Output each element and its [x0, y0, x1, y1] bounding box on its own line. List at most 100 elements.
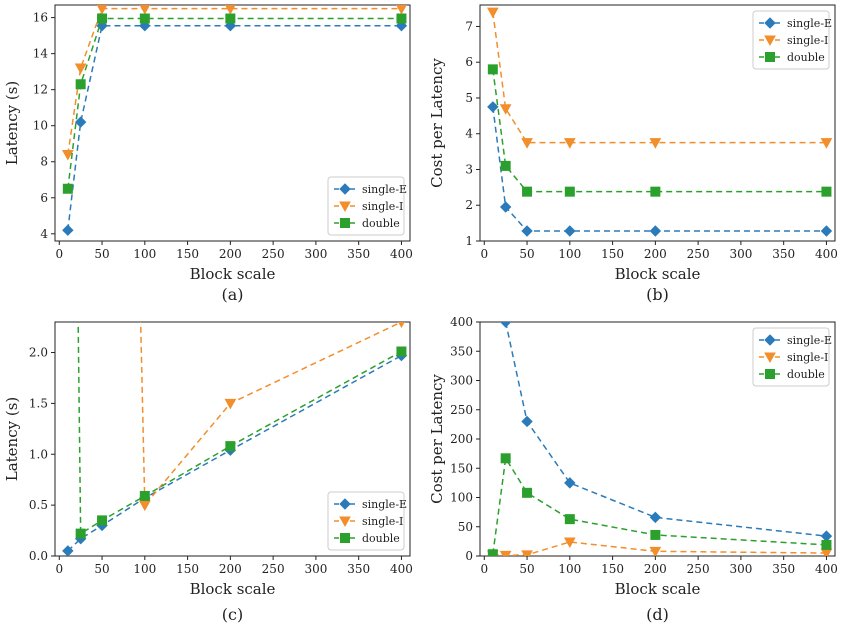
y-tick-label: 7 — [465, 19, 473, 33]
y-tick-label: 250 — [450, 403, 473, 417]
data-point-double — [396, 13, 407, 24]
legend-label: single-I — [787, 34, 828, 47]
legend-label: single-E — [362, 498, 407, 511]
series-single-I — [61, 5, 407, 161]
y-tick-label: 3 — [465, 162, 473, 176]
x-tick-label: 300 — [304, 562, 327, 576]
y-axis-label: Latency (s) — [3, 81, 21, 166]
x-tick-label: 150 — [601, 247, 624, 261]
legend-marker-double — [765, 52, 775, 62]
data-point-single-I — [139, 5, 151, 15]
plot-frame — [479, 4, 836, 242]
series-line-double — [492, 69, 827, 193]
data-point-double — [500, 160, 511, 171]
series-double — [487, 453, 832, 556]
data-point-single-I — [74, 63, 87, 75]
chart-d: 0 50 100 150 200 250 300 350 400 0 50 100 150 200 250 3… — [428, 315, 838, 624]
x-tick-label: 100 — [558, 562, 581, 576]
chart-b: 0 50 100 150 200 250 300 350 400 1 2 3 4 5 6 7 Block sca… — [428, 4, 838, 304]
y-tick-label: 2.0 — [29, 346, 48, 360]
series-single-I — [486, 537, 833, 556]
y-tick-label: 6 — [40, 191, 48, 205]
data-point-single-I — [820, 138, 833, 149]
data-point-single-I — [96, 5, 108, 15]
data-point-single-I — [396, 5, 407, 15]
series-double — [62, 13, 407, 194]
data-point-single-E — [487, 101, 499, 113]
y-tick-label: 16 — [33, 11, 48, 25]
data-point-double — [139, 490, 150, 501]
legend-label: double — [362, 217, 400, 230]
y-axis-label: Cost per Latency — [428, 374, 446, 504]
series-line-single-I — [139, 322, 402, 508]
data-point-single-E — [649, 225, 662, 237]
x-tick-label: 300 — [304, 247, 327, 261]
series-double — [75, 322, 407, 539]
data-point-double — [650, 529, 661, 540]
x-tick-label: 50 — [94, 562, 109, 576]
legend-marker-single-E — [339, 183, 351, 195]
x-tick-label: 350 — [347, 562, 370, 576]
x-axis-label: Block scale — [615, 580, 701, 598]
data-point-single-I — [398, 322, 405, 329]
x-tick-label: 50 — [519, 247, 534, 261]
y-tick-label: 4 — [465, 127, 473, 141]
y-tick-label: 4 — [40, 227, 48, 241]
legend-marker-single-E — [764, 334, 776, 346]
data-point-double — [564, 514, 575, 525]
panel-caption: (a) — [221, 285, 243, 304]
series-line-single-E — [67, 24, 402, 231]
x-tick-label: 50 — [519, 562, 534, 576]
series-line-double — [77, 322, 402, 535]
data-point-single-E — [820, 530, 833, 542]
data-point-single-I — [563, 537, 576, 548]
legend-marker-double — [340, 218, 350, 228]
y-tick-label: 300 — [450, 374, 473, 388]
series-single-I — [486, 7, 833, 149]
data-point-single-I — [224, 398, 237, 410]
x-tick-label: 350 — [772, 562, 795, 576]
data-point-double — [821, 539, 832, 550]
y-tick-label: 10 — [33, 119, 48, 133]
x-tick-label: 350 — [772, 247, 795, 261]
legend-label: single-I — [362, 515, 403, 528]
legend-marker-double — [765, 369, 775, 379]
data-point-single-I — [61, 150, 74, 161]
legend-marker-single-I — [339, 516, 351, 528]
data-point-single-I — [521, 550, 533, 556]
data-point-double — [500, 453, 511, 464]
series-double — [487, 64, 832, 197]
legend-label: single-E — [362, 183, 407, 196]
legend-label: single-E — [787, 17, 832, 30]
y-tick-label: 0.5 — [29, 498, 48, 512]
x-tick-label: 250 — [687, 562, 710, 576]
x-tick-label: 150 — [176, 562, 199, 576]
x-axis-label: Block scale — [190, 265, 276, 283]
x-tick-label: 0 — [480, 562, 488, 576]
y-tick-label: 1.0 — [29, 447, 48, 461]
y-tick-label: 50 — [458, 520, 473, 534]
data-point-double — [75, 79, 86, 90]
data-point-single-I — [521, 138, 533, 149]
x-tick-label: 400 — [815, 247, 838, 261]
data-point-single-I — [138, 500, 151, 512]
panel-caption: (c) — [222, 605, 243, 624]
series-line-double — [492, 456, 827, 555]
data-point-single-I — [499, 104, 512, 115]
plot-frame — [54, 321, 411, 557]
x-tick-label: 100 — [133, 562, 156, 576]
chart-c: 0 50 100 150 200 250 300 350 400 0.0 0.5 1.0 1.5 2.0 B… — [3, 321, 413, 624]
y-tick-label: 200 — [450, 432, 473, 446]
legend-label: single-I — [362, 200, 403, 213]
data-point-single-I — [486, 7, 499, 19]
x-tick-label: 150 — [601, 562, 624, 576]
data-point-single-I — [563, 138, 576, 149]
x-tick-label: 250 — [687, 247, 710, 261]
series-line-single-E — [492, 106, 827, 232]
y-tick-label: 5 — [465, 91, 473, 105]
legend: single-E single-I double — [752, 327, 832, 387]
data-point-double — [821, 186, 832, 197]
x-tick-label: 150 — [176, 247, 199, 261]
legend-label: double — [787, 51, 825, 64]
